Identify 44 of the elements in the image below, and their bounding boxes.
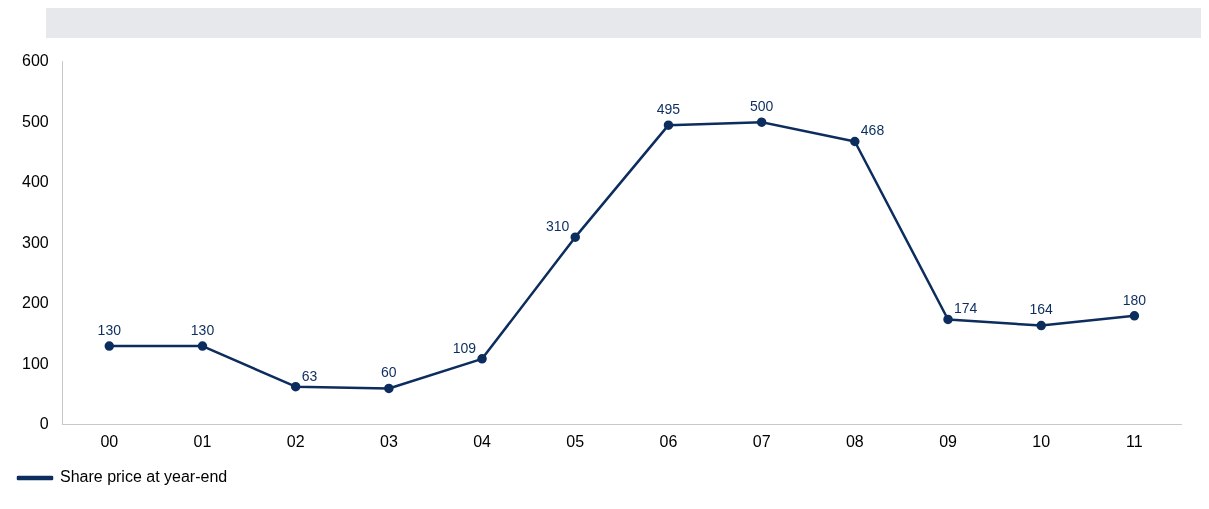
y-tick-label: 200 [21, 294, 49, 312]
legend-label: Share price at year-end [60, 468, 228, 486]
x-tick-label: 04 [473, 432, 492, 450]
y-tick-label: 0 [39, 415, 49, 433]
x-tick-label: 01 [193, 432, 212, 450]
data-label: 130 [190, 321, 215, 338]
point [104, 341, 115, 351]
point [756, 117, 767, 127]
point [290, 381, 301, 392]
y-tick-label: 100 [21, 354, 49, 372]
x-tick-label: 08 [845, 432, 864, 450]
x-tick-label: 11 [1126, 432, 1143, 450]
point [850, 136, 860, 147]
y-tick-label: 300 [21, 233, 49, 251]
x-tick-label: 06 [659, 432, 678, 450]
point [1036, 320, 1046, 331]
data-label: 174 [954, 300, 978, 317]
point [477, 354, 487, 364]
point [197, 341, 208, 351]
data-label: 63 [301, 367, 318, 384]
y-tick-label: 500 [21, 112, 49, 130]
data-label: 109 [452, 339, 477, 356]
x-tick-label: 00 [100, 432, 119, 450]
data-label: 468 [860, 122, 885, 139]
data-label: 164 [1029, 301, 1054, 318]
x-tick-label: 02 [286, 432, 305, 450]
x-tick-label: 09 [939, 432, 958, 450]
x-tick-label: 07 [752, 432, 771, 450]
y-tick-label: 400 [21, 173, 49, 191]
point [943, 314, 953, 325]
point [570, 232, 580, 242]
point [663, 120, 674, 130]
data-label: 310 [545, 218, 570, 235]
x-tick-label: 10 [1032, 432, 1051, 450]
data-label: 180 [1122, 291, 1147, 308]
point [384, 383, 394, 394]
x-tick-label: 05 [566, 432, 585, 450]
data-label: 60 [381, 364, 397, 381]
data-label: 495 [656, 101, 681, 118]
x-tick-label: 03 [379, 432, 398, 450]
point [1129, 311, 1140, 321]
data-label: 130 [97, 321, 122, 338]
data-label: 500 [749, 97, 774, 114]
y-tick-label: 600 [21, 52, 49, 70]
